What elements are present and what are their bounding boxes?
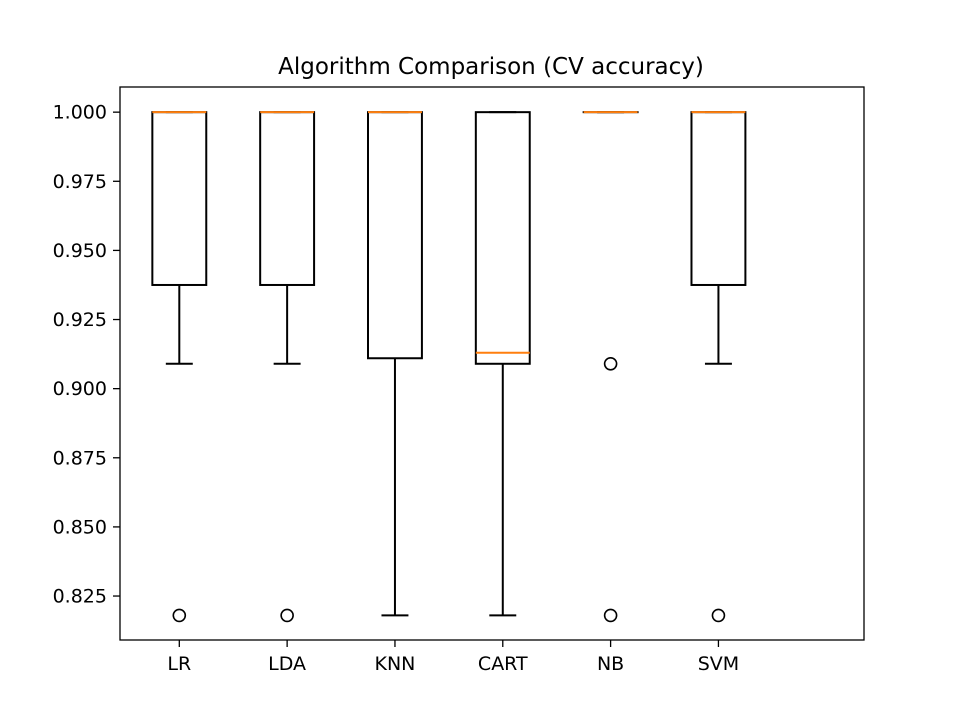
axes-frame [119,86,865,641]
x-tick-label: NB [597,653,624,675]
y-tick-label: 0.950 [53,240,107,262]
y-tick-label: 0.825 [53,586,107,608]
y-tick-label: 0.850 [53,516,107,538]
y-tick-label: 0.875 [53,447,107,469]
x-tick-label: LR [167,653,191,675]
outlier-point [172,608,187,623]
chart-title: Algorithm Comparison (CV accuracy) [278,54,704,80]
outlier-point [603,608,618,623]
x-tick-label: KNN [375,653,416,675]
y-tick-label: 0.975 [53,171,107,193]
outlier-point [711,608,726,623]
outlier-point [603,356,618,371]
plot-area: 0.825 0.850 0.875 0.900 0.925 0.950 0.975 1.000… [53,86,865,675]
x-tick-label: CART [478,653,528,675]
y-tick-label: 1.000 [53,102,107,124]
x-tick-label: SVM [698,653,739,675]
y-tick-label: 0.900 [53,378,107,400]
outlier-point [280,608,294,623]
y-tick-label: 0.925 [53,309,107,331]
x-tick-label: LDA [268,653,306,675]
